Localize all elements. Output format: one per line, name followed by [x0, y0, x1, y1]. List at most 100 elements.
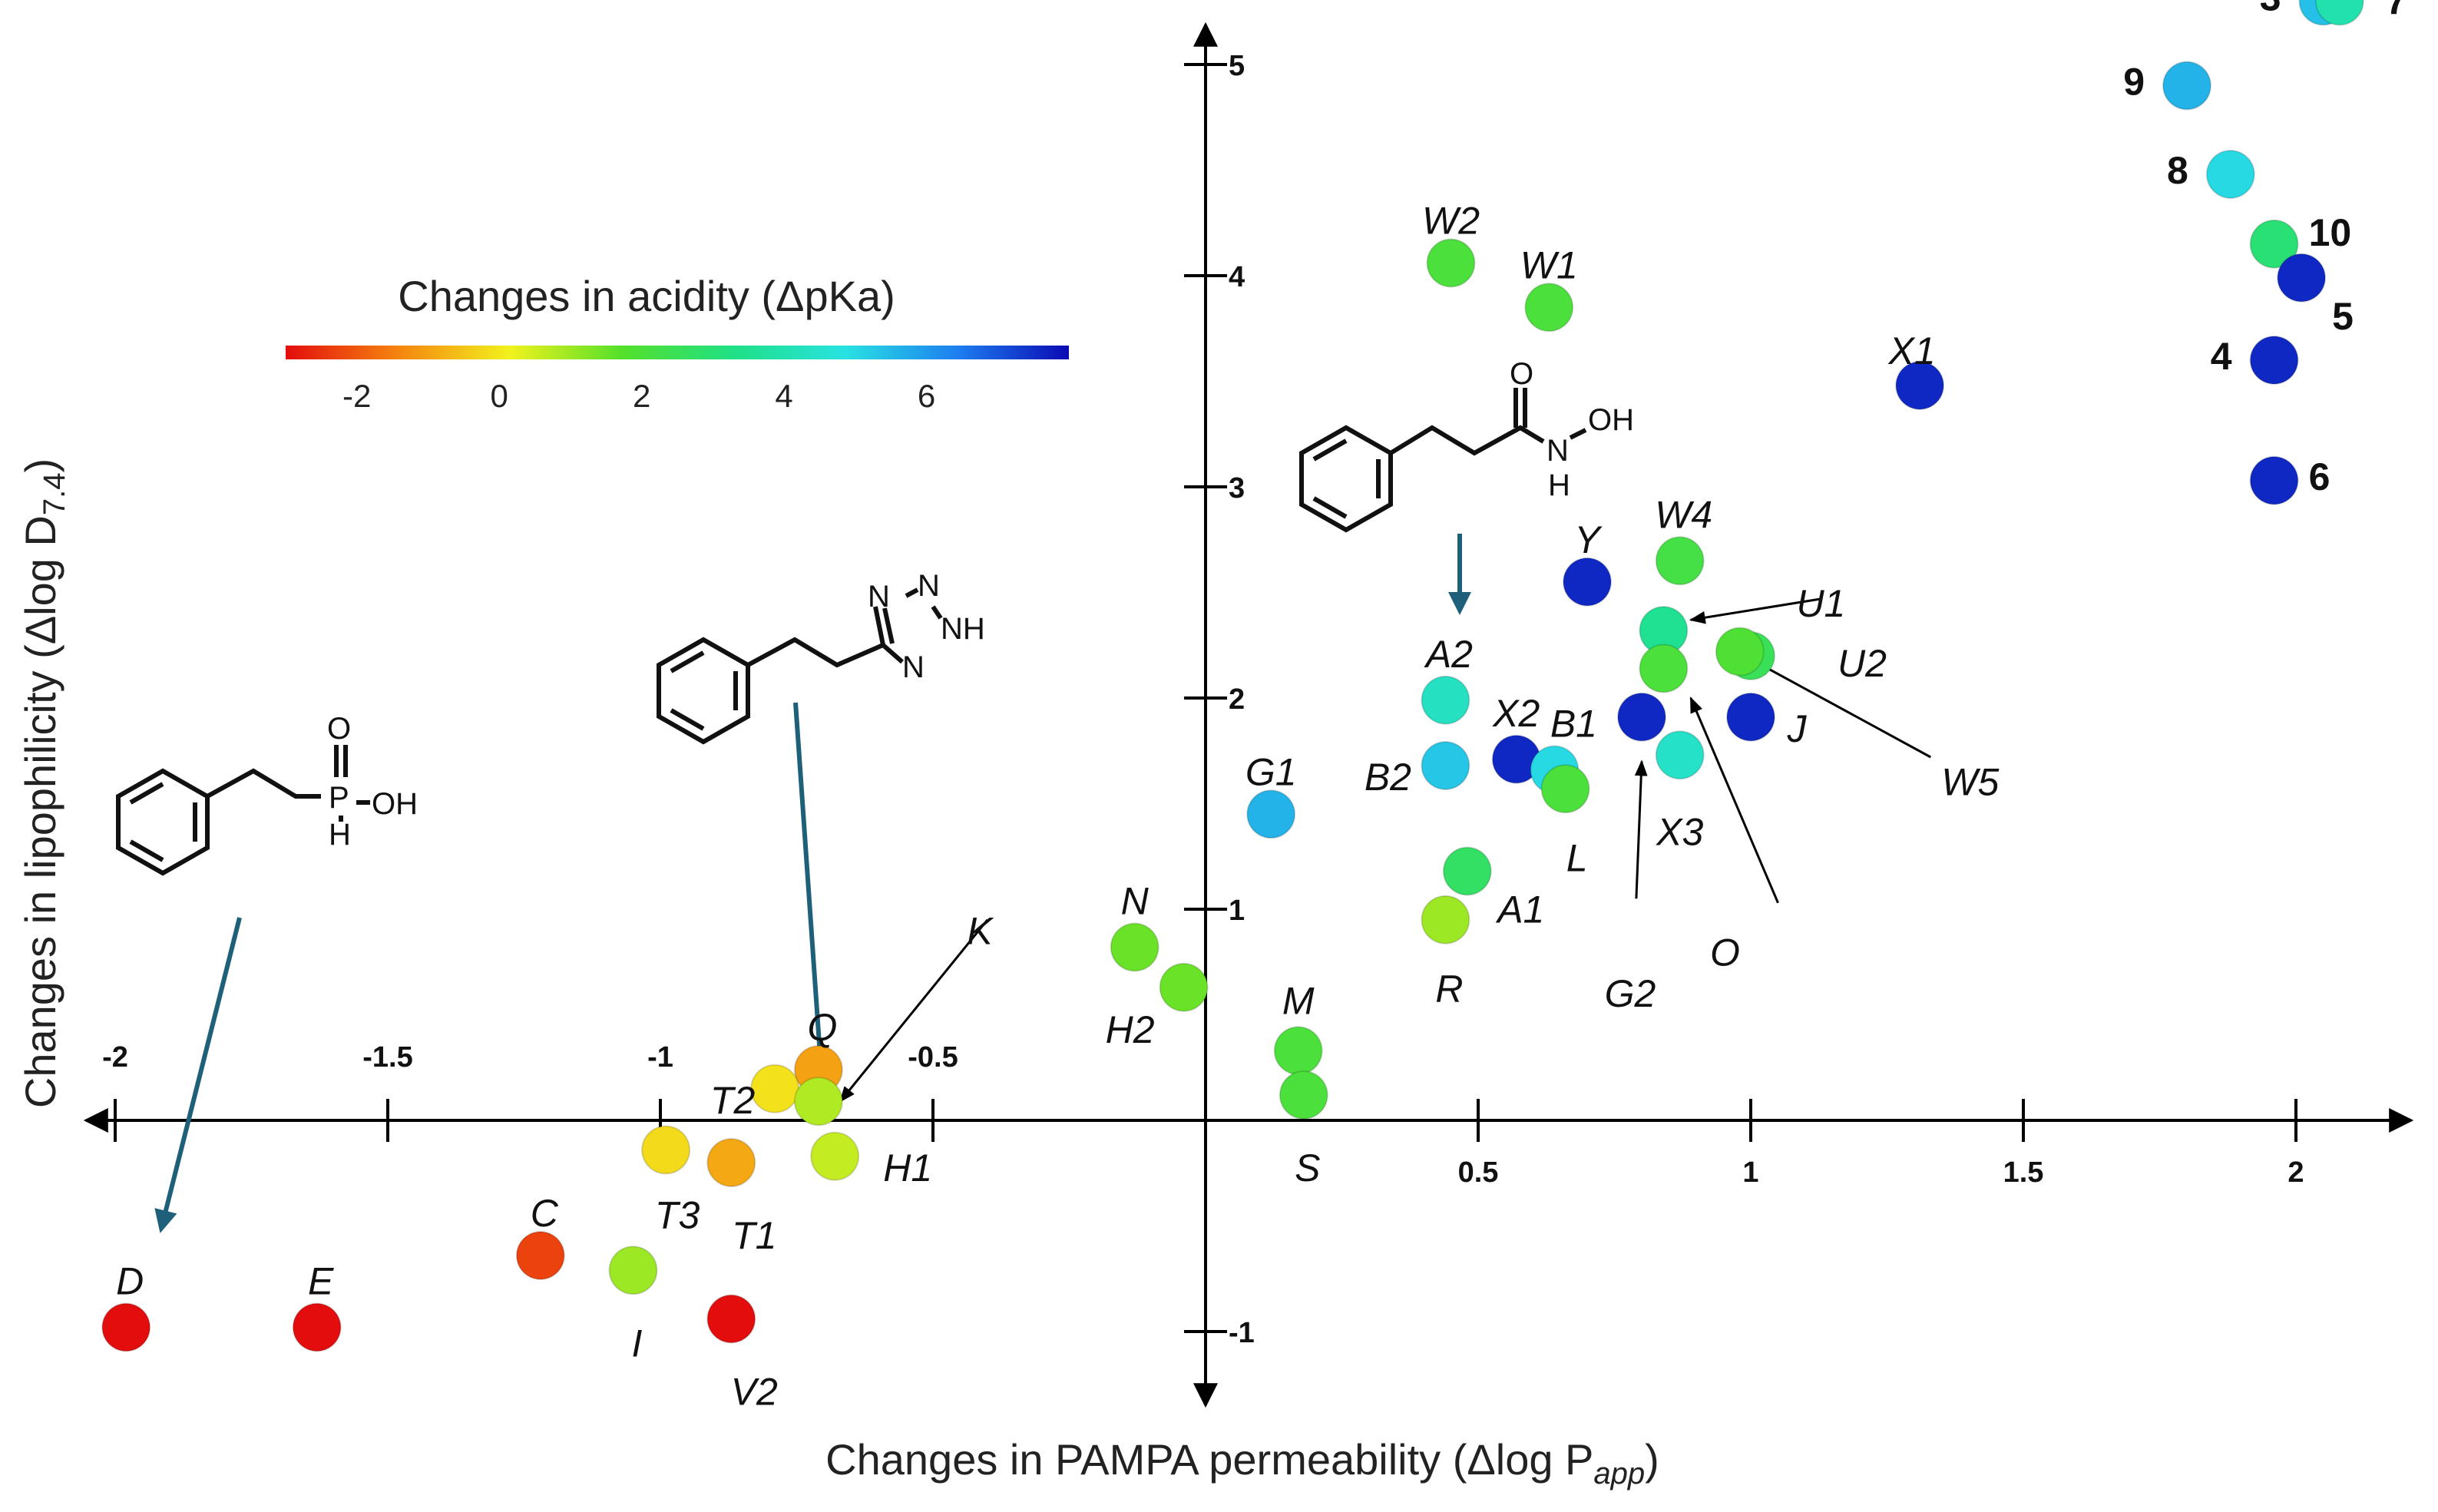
x-axis-title: Changes in PAMPA permeability (Δlog Papp…: [825, 1435, 1659, 1490]
hydroxamic-o-label: O: [1510, 357, 1533, 391]
point-label-c: C: [531, 1192, 559, 1235]
data-point-c: [515, 1231, 565, 1280]
point-label-u2: U2: [1838, 642, 1887, 685]
tetrazole-arrow: [793, 702, 833, 1093]
data-point-m: [1273, 1026, 1323, 1076]
point-label-g2: G2: [1605, 972, 1656, 1015]
x-axis-ticks: -2 -1.5 -1 -0.5 0.5 1 1.5 2: [102, 1041, 2304, 1189]
point-label-t3: T3: [655, 1194, 700, 1237]
data-point-w5: [1715, 627, 1765, 677]
data-point-v2: [706, 1294, 756, 1344]
x-tick-label: -1: [647, 1041, 673, 1074]
point-label-h1: H1: [883, 1146, 932, 1189]
point-label-o: O: [1710, 931, 1740, 974]
point-label-d: D: [116, 1260, 144, 1303]
point-label-10: 10: [2309, 211, 2352, 254]
data-point-8: [2205, 150, 2255, 199]
data-point-9: [2162, 61, 2211, 111]
data-point-b2: [1421, 741, 1470, 790]
point-label-y: Y: [1574, 518, 1603, 561]
point-label-h2: H2: [1106, 1008, 1155, 1051]
x-tick-label: 0.5: [1458, 1156, 1499, 1189]
callout-arrow-u1: [1689, 597, 1822, 624]
callout-arrows: [839, 597, 1932, 1103]
data-point-y: [1563, 557, 1612, 607]
point-label-r: R: [1435, 968, 1463, 1011]
tetrazole-nh-label: NH: [941, 612, 985, 646]
point-label-x3: X3: [1656, 810, 1703, 853]
point-label-w5: W5: [1941, 761, 1999, 804]
data-point-w1: [1524, 283, 1574, 333]
structure-hydroxamic-acid: [1299, 388, 1587, 533]
structure-phosphinic-acid: [116, 745, 370, 876]
data-point-6: [2249, 455, 2299, 505]
x-tick-label: -0.5: [908, 1041, 958, 1074]
y-tick-label: -1: [1229, 1317, 1255, 1349]
data-point-t3: [641, 1125, 691, 1175]
y-axis-ticks: -1 1 2 3 4 5: [1184, 50, 1255, 1349]
point-label-6: 6: [2309, 455, 2330, 498]
point-label-t1: T1: [732, 1214, 776, 1257]
callout-arrow-g2: [1634, 759, 1648, 899]
point-label-5: 5: [2332, 295, 2354, 338]
callout-arrow-o: [1689, 696, 1779, 904]
point-label-a2: A2: [1424, 633, 1473, 676]
point-label-b1: B1: [1550, 703, 1597, 746]
point-label-e: E: [308, 1260, 334, 1303]
point-label-j: J: [1787, 707, 1808, 750]
data-point-t1: [706, 1138, 756, 1187]
colorbar-title: Changes in acidity (ΔpKa): [398, 272, 895, 320]
x-tick-label: 1: [1742, 1156, 1758, 1189]
phosphinic-arrow: [154, 917, 242, 1233]
callout-arrow-k: [839, 918, 989, 1103]
point-label-3: 3: [2260, 0, 2281, 19]
x-tick-label: 1.5: [2003, 1156, 2044, 1189]
point-label-w2: W2: [1422, 200, 1480, 243]
hydroxamic-n-label: N: [1546, 434, 1569, 468]
x-tick-label: -1.5: [362, 1041, 412, 1074]
point-label-k: K: [967, 909, 994, 952]
structure-tetrazole: [657, 587, 943, 745]
data-point-a1: [1442, 846, 1492, 896]
phosphinic-p-label: P: [329, 781, 349, 815]
phosphinic-oh-label: OH: [372, 787, 418, 821]
x-tick-label: 2: [2287, 1156, 2304, 1189]
phosphinic-h-label: H: [329, 818, 351, 852]
point-label-b2: B2: [1365, 756, 1411, 799]
data-point-5: [2277, 253, 2327, 303]
callout-arrow-w5: [1755, 660, 1932, 759]
data-point-i: [608, 1246, 658, 1295]
point-label-u1: U1: [1796, 582, 1845, 625]
data-point-10: [2249, 219, 2299, 269]
data-point-o: [1639, 644, 1689, 693]
data-point-j: [1726, 692, 1775, 742]
point-label-l: L: [1566, 836, 1588, 879]
x-tick-label: -2: [102, 1041, 128, 1074]
tetrazole-n2-label: N: [918, 569, 940, 603]
hydroxamic-oh-label: OH: [1588, 403, 1634, 437]
colorbar: Changes in acidity (ΔpKa) -2 0 2 4 6: [286, 272, 1069, 414]
phosphinic-o-label: O: [327, 712, 351, 746]
y-tick-label: 5: [1229, 50, 1245, 82]
structure-phosphinic-acid-labels: O P H OH: [327, 712, 418, 852]
point-label-w4: W4: [1655, 493, 1712, 536]
point-label-g1: G1: [1245, 750, 1297, 793]
point-label-m: M: [1282, 979, 1315, 1022]
data-point-g2: [1617, 692, 1666, 742]
data-point-k: [793, 1077, 843, 1127]
point-label-x2: X2: [1492, 692, 1540, 735]
colorbar-tick-label: 4: [775, 378, 792, 414]
colorbar-tick-label: -2: [342, 378, 371, 414]
colorbar-tick-label: 2: [633, 378, 650, 414]
tetrazole-n1-label: N: [868, 580, 890, 614]
structure-arrows: [154, 534, 1471, 1233]
data-point-d: [101, 1302, 151, 1352]
data-point-l: [1540, 764, 1590, 814]
data-point-w4: [1655, 536, 1705, 586]
structure-hydroxamic-acid-labels: O N H OH: [1510, 357, 1634, 502]
y-tick-label: 2: [1229, 683, 1245, 716]
data-point-x3: [1655, 730, 1705, 780]
data-point-h2: [1159, 962, 1209, 1012]
data-point-r: [1421, 895, 1470, 945]
